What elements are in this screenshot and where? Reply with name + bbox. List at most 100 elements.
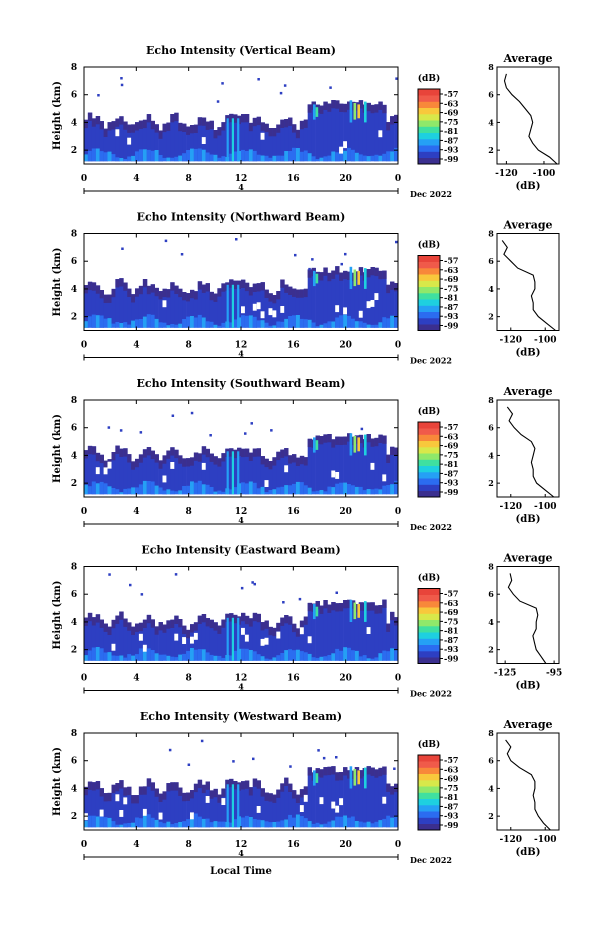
echo-cell [280, 119, 285, 162]
echo-cell [276, 451, 281, 461]
echo-cell [378, 155, 383, 162]
colorbar-swatch [418, 318, 440, 325]
echo-cell [107, 318, 112, 328]
echo-gap [107, 461, 112, 469]
echo-cell [343, 103, 348, 162]
echo-cell [111, 488, 116, 495]
echo-cell [248, 287, 254, 328]
echo-cell [311, 603, 316, 661]
echo-cell [366, 324, 371, 328]
echo-cell [295, 481, 301, 495]
echo-cell [382, 270, 387, 328]
echo-cell [366, 766, 371, 828]
echo-cell [197, 314, 203, 328]
echo-cell [127, 156, 132, 162]
colorbar-tick-label: -63 [444, 431, 459, 441]
echo-core [313, 770, 316, 786]
echo-cell [138, 622, 144, 632]
echo-cell [299, 289, 305, 328]
echo-cell [323, 823, 328, 828]
echo-gap [127, 137, 132, 145]
echo-cell [386, 151, 391, 162]
panel-5: Echo Intensity (Westward Beam)2468Height… [52, 710, 560, 865]
echo-cell [170, 782, 175, 828]
echo-cell [158, 793, 163, 802]
echo-cell [354, 767, 360, 776]
echo-cell [366, 269, 371, 278]
echo-plume [231, 784, 234, 828]
echo-cell [350, 318, 356, 328]
echo-cell [115, 157, 120, 162]
echo-cell [162, 791, 167, 800]
echo-cell [307, 487, 312, 495]
echo-core [349, 766, 353, 789]
echo-cell [186, 819, 191, 828]
echo-cell [327, 604, 332, 661]
echo-cell [193, 317, 199, 328]
echo-cell [174, 782, 179, 828]
echo-cell [264, 458, 269, 468]
colorbar-tick-label: -81 [444, 459, 458, 469]
echo-cell [256, 819, 261, 828]
echo-plume [237, 784, 240, 828]
echo-cell [276, 789, 281, 828]
echo-cell [260, 788, 265, 828]
echo-cell [209, 291, 214, 328]
echo-cell [154, 318, 159, 328]
profile-y-tick-label: 4 [488, 783, 494, 793]
echo-cell [135, 623, 140, 661]
echo-cell [284, 777, 289, 828]
echo-gap [260, 311, 265, 319]
echo-cell [174, 449, 179, 495]
echo-cell [142, 149, 148, 162]
colorbar-swatch [418, 607, 440, 614]
echo-cell [158, 460, 163, 495]
echo-cell [343, 270, 348, 280]
echo-cell [264, 123, 269, 162]
echo-gap [158, 812, 163, 820]
echo-cell [299, 789, 305, 798]
echo-cell [284, 615, 289, 661]
echo-cell [95, 285, 101, 294]
echo-cell [135, 795, 140, 828]
echo-cell [84, 119, 89, 129]
echo-cell [284, 284, 289, 293]
echo-cell [135, 623, 140, 632]
echo-cell [111, 821, 116, 828]
echo-cell [248, 787, 254, 796]
heatmap-cells [84, 77, 399, 162]
echo-speck [235, 238, 238, 241]
echo-cell [319, 272, 324, 328]
echo-cell [295, 129, 301, 139]
colorbar-swatch [418, 780, 440, 787]
colorbar-unit: (dB) [418, 240, 440, 251]
echo-plume [226, 451, 229, 495]
echo-cell [201, 317, 207, 328]
y-tick-label: 8 [71, 63, 77, 73]
echo-cell [276, 321, 281, 328]
echo-cell [213, 788, 218, 798]
echo-cell [358, 656, 364, 661]
echo-cell [268, 626, 273, 661]
y-axis-label: Height (km) [52, 414, 63, 483]
echo-cell [354, 435, 360, 495]
echo-cell [127, 324, 132, 328]
echo-cell [280, 321, 285, 328]
profile-line [503, 73, 558, 165]
echo-cell [115, 615, 120, 661]
echo-cell [284, 819, 289, 828]
profile-x-tick-label: -95 [546, 669, 562, 679]
echo-cell [315, 435, 320, 495]
echo-cell [178, 323, 183, 328]
y-tick-label: 6 [71, 590, 77, 600]
echo-cell [241, 448, 246, 495]
echo-cell [339, 436, 344, 495]
echo-cell [182, 458, 187, 467]
colorbar-swatch [418, 89, 440, 96]
echo-cell [174, 156, 179, 162]
echo-cell [103, 652, 108, 661]
echo-cell [197, 816, 203, 828]
echo-cell [123, 823, 128, 828]
colorbar-swatch [418, 305, 440, 312]
